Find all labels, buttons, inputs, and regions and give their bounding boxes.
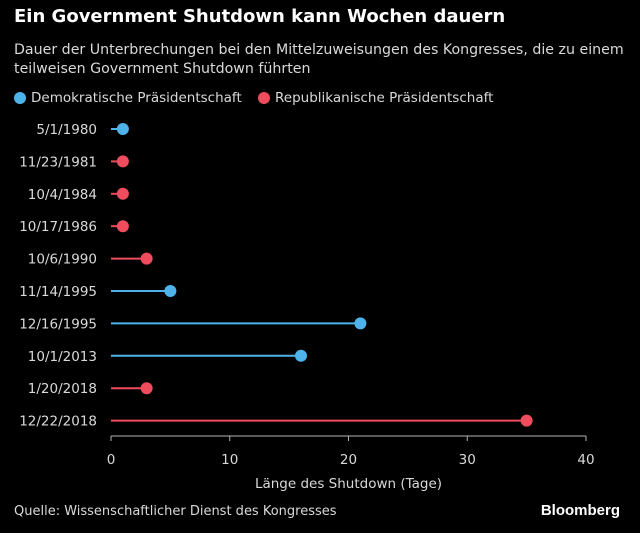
lollipop-dot: [520, 414, 533, 427]
lollipop-dot: [116, 123, 129, 135]
y-category-label: 1/20/2018: [28, 381, 97, 397]
x-tick-label: 40: [577, 452, 594, 468]
legend-label-democratic: Demokratische Präsidentschaft: [31, 90, 242, 106]
y-category-label: 5/1/1980: [36, 122, 97, 138]
lollipop-dot: [116, 187, 129, 200]
y-category-label: 10/17/1986: [19, 219, 97, 235]
y-category-label: 11/23/1981: [19, 154, 97, 170]
lollipop-dot: [164, 285, 177, 297]
x-tick-label: 30: [459, 452, 476, 468]
source-note: Quelle: Wissenschaftlicher Dienst des Ko…: [14, 504, 337, 519]
y-category-label: 10/1/2013: [28, 349, 97, 365]
lollipop-dot: [140, 382, 153, 395]
y-category-label: 12/22/2018: [19, 414, 97, 430]
lollipop-dot: [116, 220, 129, 233]
x-tick-label: 10: [221, 452, 238, 468]
bloomberg-logo: Bloomberg: [540, 502, 620, 519]
lollipop-dot: [140, 252, 153, 265]
legend-dot-democratic: [14, 92, 26, 104]
x-tick-label: 0: [107, 452, 116, 468]
lollipop-dot: [116, 155, 129, 168]
y-category-label: 12/16/1995: [19, 316, 97, 332]
legend: Demokratische Präsidentschaft Republikan…: [14, 90, 505, 108]
legend-dot-republican: [258, 92, 271, 104]
x-tick-label: 20: [340, 452, 357, 468]
lollipop-dot: [295, 349, 307, 362]
chart-subtitle: Dauer der Unterbrechungen bei den Mittel…: [14, 42, 624, 77]
legend-item-democratic: Demokratische Präsidentschaft: [14, 90, 242, 106]
y-category-label: 10/6/1990: [28, 252, 97, 268]
y-category-label: 10/4/1984: [28, 187, 97, 203]
chart-title: Ein Government Shutdown kann Wochen daue…: [14, 6, 506, 27]
lollipop-dot: [354, 317, 367, 330]
y-category-label: 11/14/1995: [19, 284, 97, 300]
legend-item-republican: Republikanische Präsidentschaft: [258, 90, 493, 106]
legend-label-republican: Republikanische Präsidentschaft: [275, 90, 494, 106]
x-axis-title: Länge des Shutdown (Tage): [255, 476, 442, 492]
